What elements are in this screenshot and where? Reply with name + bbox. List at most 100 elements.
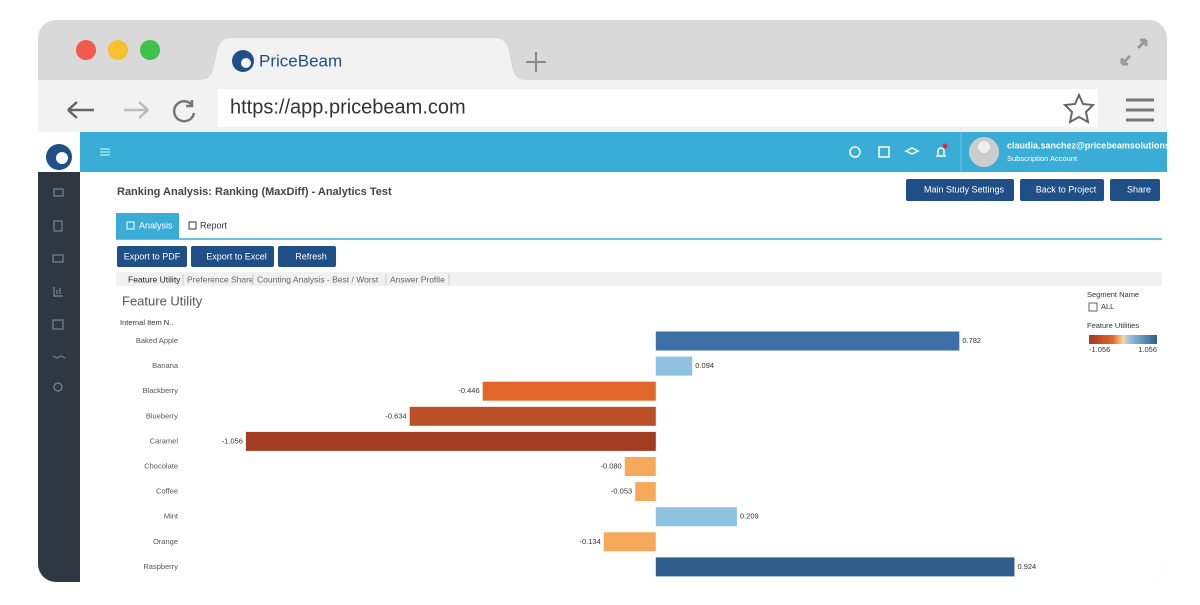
category-label: Blackberry [143,386,179,395]
legend-title: Segment Name [1087,290,1139,299]
tab-icon [126,221,135,230]
url: https://app.pricebeam.com [230,96,466,118]
nav-icon[interactable] [53,382,63,392]
nav-icon[interactable] [53,220,63,232]
action-button[interactable] [191,246,274,267]
value-label: 0.924 [1017,562,1036,571]
bar[interactable] [482,381,656,401]
fullscreen[interactable] [1120,38,1148,66]
value-label: -0.134 [579,537,600,546]
new-tab[interactable] [526,52,546,72]
app-logo-hole [56,152,68,164]
user-email: claudia.sanchez@pricebeamsolutions.c [1007,140,1177,150]
subtabs: Feature Utility Preference Share Counting … [128,274,450,285]
action-button[interactable] [117,246,187,267]
subtab[interactable]: Preference Share [187,274,254,284]
tab-icon [188,221,197,230]
minimize-dot[interactable] [108,40,128,60]
button-label: Share [1127,184,1151,194]
bar[interactable] [655,356,693,376]
value-label: -0.053 [611,487,632,496]
checkbox[interactable] [1088,302,1098,312]
nav-icon[interactable] [53,287,63,297]
button-label: Back to Project [1036,184,1097,194]
value-label: -0.080 [600,461,621,470]
category-label: Mint [164,512,179,521]
forward[interactable] [124,101,149,119]
category-label: Blueberry [146,411,178,420]
url-box[interactable] [218,89,1098,127]
help-icon[interactable] [849,146,861,158]
legend-item: ALL [1101,302,1114,311]
bar[interactable] [655,507,737,527]
chart: Feature Utility Internal Item N.. Baked Ap… [120,290,1157,577]
menu[interactable] [1126,98,1154,122]
nav-icon[interactable] [53,188,64,197]
category-label: Coffee [156,487,178,496]
hamburger[interactable] [100,148,110,156]
tab-label[interactable]: Report [200,220,228,230]
avatar-head [978,141,990,153]
category-label: Baked Apple [136,336,178,345]
close-dot[interactable] [76,40,96,60]
value-label: 0.209 [740,512,759,521]
nav-icon[interactable] [52,319,64,330]
value-label: -1.056 [222,436,243,445]
category-label: Orange [153,537,178,546]
category-label: Banana [152,361,179,370]
header-buttons: Share Back to Project Main Study Settings [906,179,1160,201]
nav-icon[interactable] [52,254,64,263]
button-label: Refresh [295,251,327,261]
category-label: Caramel [150,436,179,445]
header-button[interactable] [1020,179,1104,201]
subtab[interactable]: Feature Utility [128,274,181,284]
bell-icon[interactable] [936,147,946,157]
value-label: 0.782 [962,336,981,345]
nav-icon[interactable] [52,355,66,359]
axis-label: Internal Item N.. [120,318,173,327]
back[interactable] [67,101,94,119]
bar[interactable] [624,457,656,476]
app [38,132,1167,582]
subtab-bar [116,272,1162,286]
scale-max: 1.056 [1138,345,1157,354]
page-title: Ranking Analysis: Ranking (MaxDiff) - An… [117,186,392,198]
header-button[interactable] [906,179,1014,201]
account-type: Subscription Account [1007,154,1078,163]
action-buttons: Export to PDF Export to Excel Refresh [117,246,336,267]
reload[interactable] [172,100,196,123]
tab-logo-hole [241,58,251,68]
button-label: Export to PDF [124,251,181,261]
scale-min: -1.056 [1089,345,1110,354]
subtab[interactable]: Answer Profile [390,274,445,284]
legend-title: Feature Utilities [1087,321,1139,330]
tab[interactable] [200,38,526,80]
value-label: -0.446 [458,386,479,395]
bar[interactable] [635,482,656,502]
header-button[interactable] [1110,179,1160,201]
book-icon[interactable] [878,146,890,158]
value-label: 0.094 [695,361,714,370]
bookmark[interactable] [1062,92,1096,124]
maximize-dot[interactable] [140,40,160,60]
sidebar-icons [52,188,66,392]
top-bar [80,132,1167,172]
category-label: Chocolate [144,461,178,470]
bar[interactable] [655,557,1015,577]
bar[interactable] [409,406,656,426]
chart-title: Feature Utility [122,293,203,308]
browser: PriceBeam https://app.pricebeam.com clau… [38,20,1177,582]
bar[interactable] [603,532,656,552]
category-label: Raspberry [143,562,178,571]
value-label: -0.634 [385,411,406,420]
bar[interactable] [245,431,656,451]
learn-icon[interactable] [904,147,920,155]
color-scale [1089,335,1157,344]
tab-title: PriceBeam [259,51,342,70]
action-button[interactable] [278,246,336,267]
bar[interactable] [655,331,960,351]
subtab[interactable]: Counting Analysis - Best / Worst [257,274,379,284]
notification-dot [942,143,948,149]
